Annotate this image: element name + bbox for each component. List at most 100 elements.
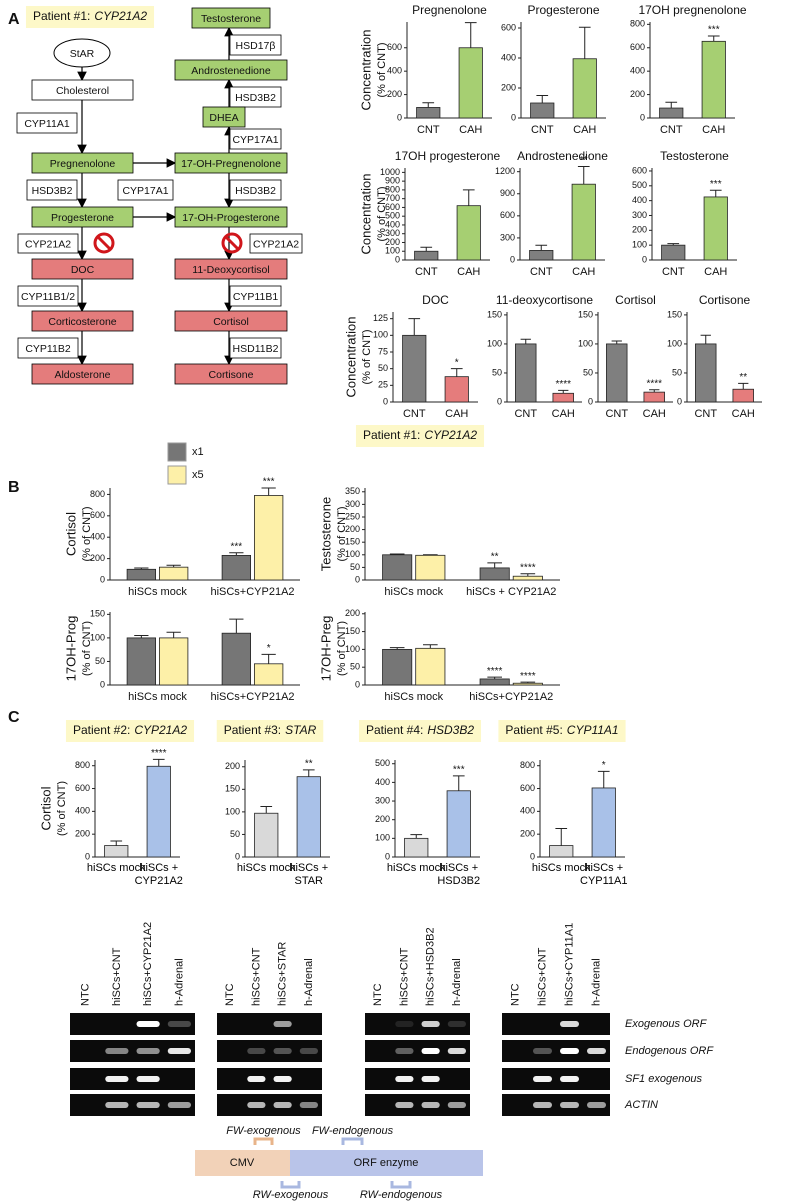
y-tick-label: 300 — [375, 795, 390, 805]
bar — [254, 812, 279, 858]
y-tick-label: 100 — [632, 240, 647, 250]
error-bar — [649, 389, 660, 393]
y-axis-unit: (% of CNT) — [81, 507, 93, 562]
error-bar — [389, 647, 405, 650]
y-axis-unit: (% of CNT) — [336, 507, 348, 562]
lane-label: h-Adrenal — [173, 958, 185, 1006]
y-tick-label: 0 — [100, 574, 105, 584]
y-tick-label: 150 — [667, 309, 682, 319]
x-tick-label: hiSCs+CYP21A2 — [210, 586, 294, 598]
y-tick-label: 400 — [387, 66, 402, 76]
pathway-node — [191, 7, 271, 29]
chart-title: 17OH progesterone — [395, 149, 501, 163]
gel-band — [587, 1102, 606, 1108]
error-bar — [302, 769, 315, 777]
lane-label: hiSCs+CNT — [398, 947, 410, 1006]
error-bar — [611, 340, 622, 344]
bar — [515, 343, 537, 403]
patient-label: Patient #2: CYP21A2 — [73, 723, 187, 737]
pathway-node — [53, 38, 111, 68]
gel-band — [395, 1048, 414, 1054]
bar — [415, 647, 446, 686]
significance: **** — [646, 378, 662, 389]
y-tick-label: 300 — [385, 228, 400, 238]
y-tick-label: 0 — [642, 254, 647, 264]
y-tick-label: 0 — [530, 851, 535, 861]
pathway-label: HSD3B2 — [32, 185, 73, 197]
y-axis-label: Concentration — [358, 174, 373, 255]
x-tick-label: CAH — [445, 408, 468, 420]
gel-band — [136, 1021, 160, 1027]
y-tick-label: 125 — [373, 313, 388, 323]
gel-band — [421, 1076, 440, 1082]
y-tick-label: 0 — [385, 851, 390, 861]
segment-label: CMV — [230, 1157, 255, 1169]
y-tick-label: 600 — [387, 42, 402, 52]
pathway-label: 17-OH-Pregnenolone — [181, 158, 281, 170]
gel-image — [217, 1040, 322, 1062]
patient-id: Patient #4: — [366, 723, 423, 737]
pathway-node — [229, 337, 282, 359]
error-bar — [707, 35, 720, 42]
y-tick-label: 300 — [500, 232, 515, 242]
error-bar — [410, 834, 423, 839]
y-tick-label: 300 — [345, 499, 360, 509]
y-tick-label: 150 — [345, 626, 360, 636]
primer-bracket — [341, 1137, 364, 1145]
error-bar — [422, 102, 435, 108]
primer-label: FW-endogenous — [312, 1125, 394, 1137]
pathway-label: CYP21A2 — [25, 238, 71, 250]
bar — [479, 567, 510, 581]
significance: ** — [305, 759, 313, 770]
y-axis-label: 17OH-Prog — [63, 616, 78, 682]
y-tick-label: 200 — [75, 829, 90, 839]
x-tick-label: hiSCs + CYP11A1 — [580, 862, 628, 887]
bar — [530, 102, 555, 119]
y-tick-label: 0 — [677, 396, 682, 406]
pathway-label: CYP11B1 — [233, 291, 278, 303]
gel-band — [247, 1048, 266, 1054]
y-tick-label: 100 — [487, 338, 502, 348]
gel-band — [299, 1048, 318, 1054]
y-tick-label: 600 — [385, 202, 400, 212]
x-tick-label: CNT — [694, 408, 717, 420]
pathway-node — [229, 128, 282, 150]
y-tick-label: 200 — [90, 553, 105, 563]
block-sign — [224, 235, 240, 251]
error-bar — [535, 244, 548, 251]
y-tick-label: 400 — [375, 777, 390, 787]
y-tick-label: 200 — [520, 829, 535, 839]
error-bar — [462, 189, 475, 206]
error-bar — [389, 553, 405, 555]
y-tick-label: 200 — [630, 89, 645, 99]
gel-band — [167, 1048, 191, 1054]
pathway-node — [31, 79, 134, 101]
error-bar — [229, 618, 244, 634]
y-axis-unit: (% of CNT) — [376, 187, 388, 242]
patient-id: Patient #2: — [73, 723, 130, 737]
y-tick-label: 600 — [90, 510, 105, 520]
gel-row-label: ACTIN — [624, 1099, 658, 1111]
significance: **** — [520, 562, 536, 573]
gel-band — [447, 1102, 466, 1108]
y-tick-label: 300 — [632, 210, 647, 220]
bar — [643, 391, 665, 403]
y-tick-label: 50 — [95, 656, 105, 666]
pathway-label: HSD11B2 — [233, 343, 279, 355]
pathway-node — [31, 310, 134, 332]
x-tick-label: CAH — [643, 408, 666, 420]
x-tick-label: CAH — [704, 266, 727, 278]
gel-band — [533, 1102, 552, 1108]
bar — [382, 554, 413, 581]
pathway-node — [174, 363, 288, 385]
panel-label: A — [8, 11, 20, 28]
gel-band — [421, 1021, 440, 1027]
significance: *** — [263, 477, 275, 488]
y-axis-label: Cortisol — [63, 512, 78, 556]
bar — [158, 566, 189, 581]
primer-bracket — [390, 1181, 412, 1189]
gel-image — [502, 1013, 610, 1035]
primer-bracket — [253, 1137, 274, 1145]
patient-id: Patient #5: — [505, 723, 562, 737]
y-axis-label: Concentration — [343, 317, 358, 398]
